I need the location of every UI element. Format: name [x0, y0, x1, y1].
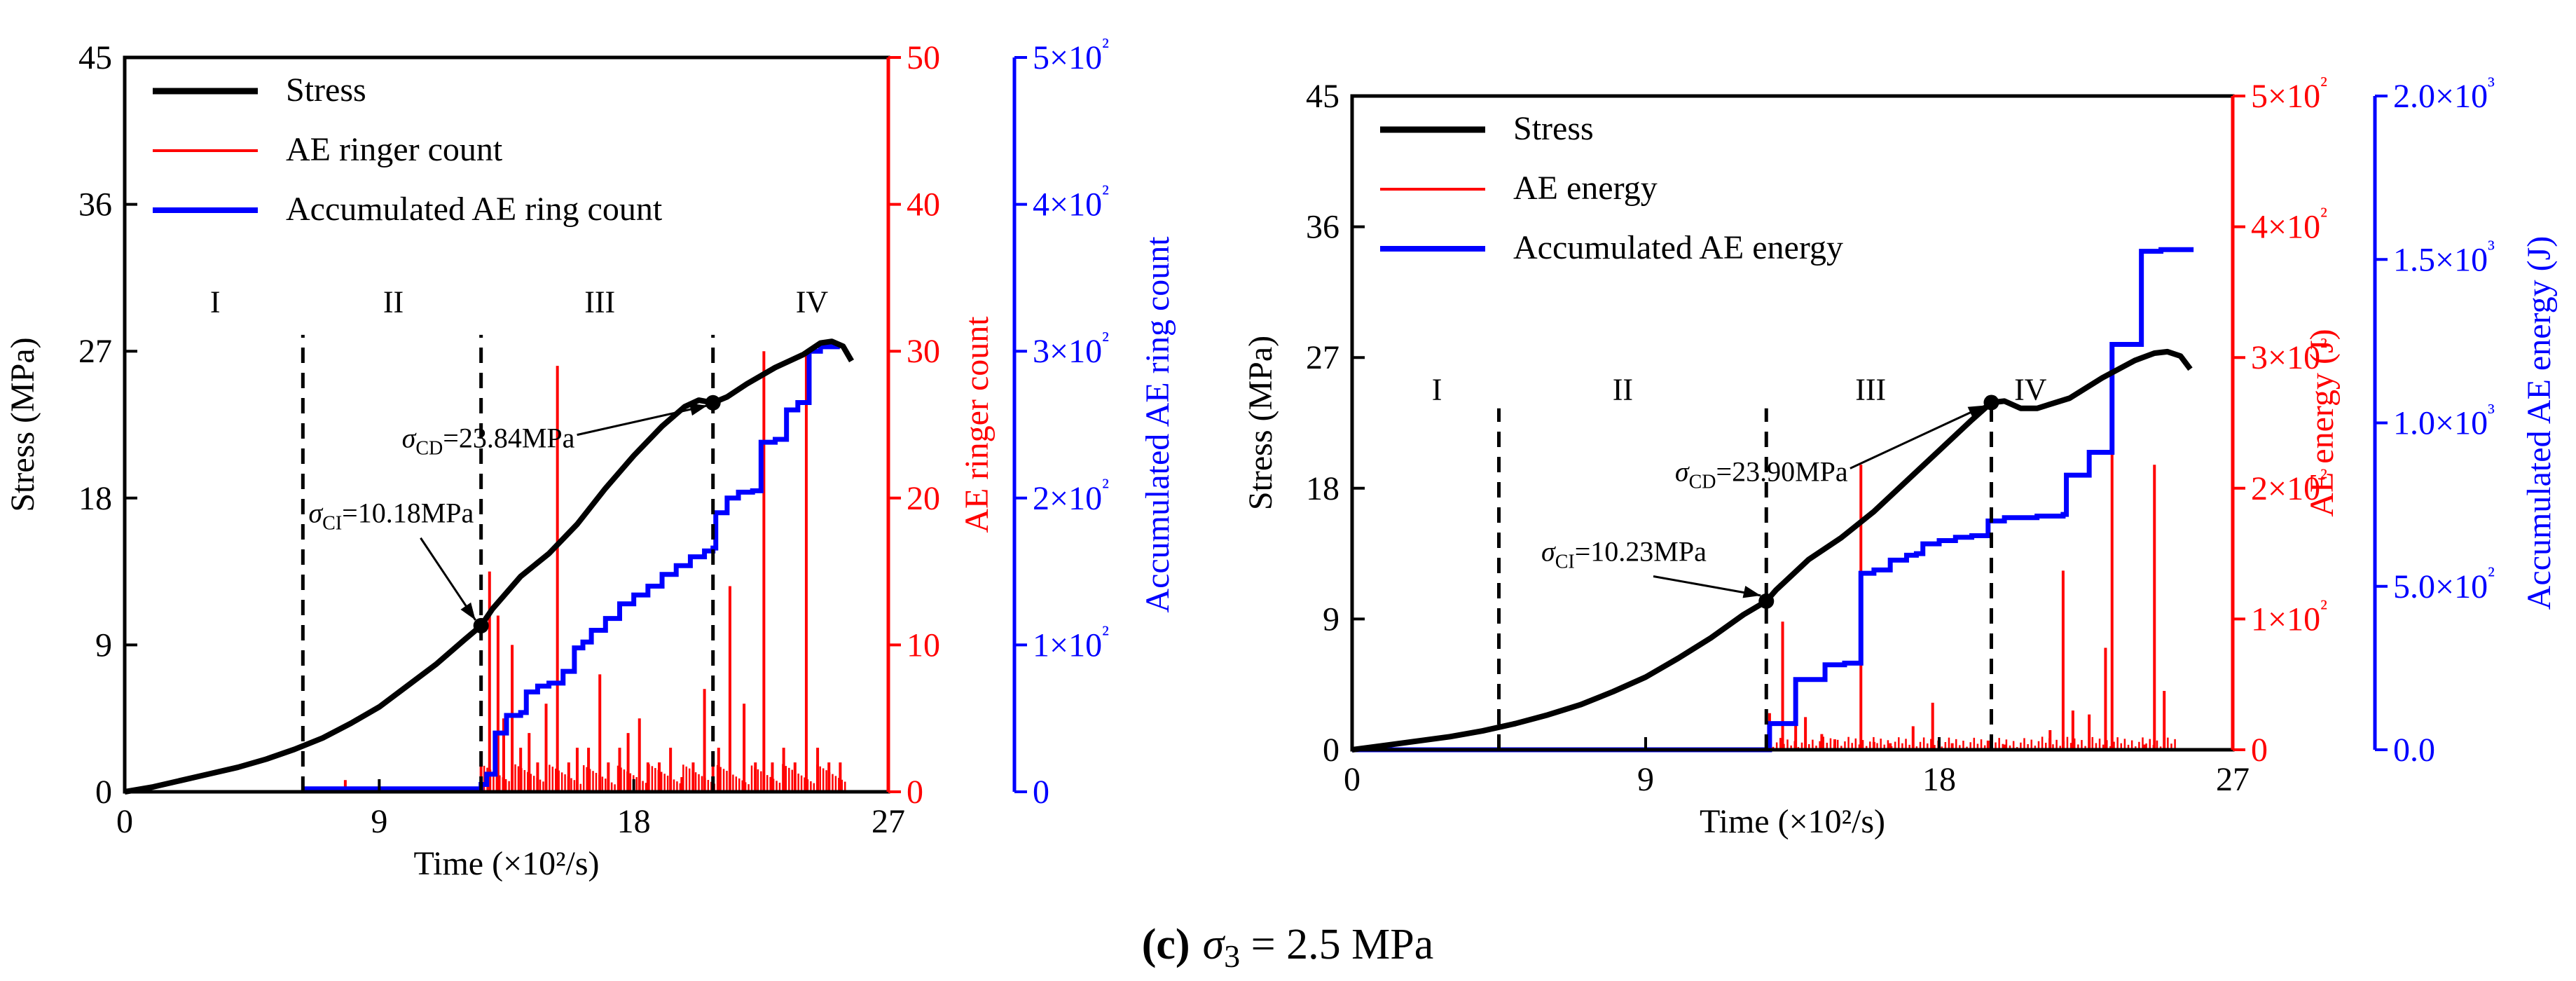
- x-tick-label: 0: [1344, 761, 1361, 798]
- stage-label: IV: [2014, 372, 2047, 406]
- acc-tick-label: 0.0: [2393, 732, 2435, 769]
- x-tick-label: 27: [872, 803, 905, 840]
- y-tick-label: 18: [78, 480, 112, 517]
- ae-tick-label: 2×10²: [2251, 465, 2327, 507]
- annotation-label: σCD=23.84MPa: [402, 423, 575, 460]
- y-axis-title: Stress (MPa): [1242, 336, 1279, 510]
- acc-tick-label: 1.0×10³: [2393, 399, 2495, 442]
- acc-tick-label: 2.0×10³: [2393, 72, 2495, 115]
- ae-tick-label: 5×10²: [2251, 72, 2327, 115]
- y-tick-label: 27: [1306, 339, 1339, 376]
- plot-frame: [1350, 94, 2235, 752]
- x-tick-label: 0: [116, 803, 133, 840]
- y-tick-label: 45: [1306, 78, 1339, 115]
- acc-tick-label: 5×10²: [1033, 34, 1109, 76]
- caption-sigma: σ: [1203, 921, 1226, 968]
- y-tick-label: 45: [78, 39, 112, 76]
- x-tick-label: 18: [1922, 761, 1956, 798]
- x-tick-label: 9: [371, 803, 387, 840]
- stage-label: IV: [796, 284, 829, 319]
- stage-label: II: [383, 284, 404, 319]
- stage-label: II: [1613, 372, 1633, 406]
- ae-axis-title: AE ringer count: [958, 316, 996, 533]
- x-axis-title: Time (×10²/s): [1700, 803, 1885, 840]
- annotation-point: [705, 395, 721, 411]
- annotation-point: [1983, 395, 1999, 411]
- legend-label: AE ringer count: [286, 131, 503, 168]
- acc-tick-label: 1.5×10³: [2393, 236, 2495, 279]
- annotation-label: σCI=10.18MPa: [308, 498, 474, 535]
- ae-tick-label: 30: [907, 333, 940, 370]
- stress-line: [1351, 348, 2193, 753]
- acc-tick-label: 5.0×10²: [2393, 563, 2495, 605]
- ae-tick-label: 50: [907, 39, 940, 76]
- acc-tick-label: 3×10²: [1033, 328, 1109, 371]
- annotation-arrowhead: [460, 602, 476, 620]
- ae-tick-label: 0: [2251, 732, 2268, 769]
- stress-line: [124, 338, 854, 795]
- y-tick-label: 0: [1323, 732, 1339, 769]
- stage-label: I: [1432, 372, 1442, 406]
- ae-tick-label: 4×10²: [2251, 203, 2327, 246]
- x-tick-label: 9: [1637, 761, 1654, 798]
- caption-letter: (c): [1142, 921, 1190, 968]
- acc-tick-label: 1×10²: [1033, 622, 1109, 664]
- stage-label: I: [210, 284, 221, 319]
- ae-tick-label: 0: [907, 774, 923, 811]
- legend-label: Accumulated AE ring count: [286, 191, 663, 228]
- legend-label: Stress: [286, 71, 366, 109]
- acc-tick-label: 4×10²: [1033, 181, 1109, 224]
- y-tick-label: 0: [95, 774, 112, 811]
- ae-axis-title: AE energy (J): [2303, 329, 2341, 516]
- acc-tick-label: 0: [1033, 774, 1049, 811]
- acc-tick-label: 2×10²: [1033, 474, 1109, 517]
- annotation-arrow: [1850, 404, 1987, 469]
- x-tick-label: 18: [617, 803, 651, 840]
- annotation-arrowhead: [1742, 585, 1761, 598]
- ae-tick-label: 40: [907, 186, 940, 224]
- accumulated-line: [1352, 247, 2194, 753]
- figure-caption: (c) σ3 = 2.5 MPa: [1142, 921, 1433, 974]
- caption-sub: 3: [1224, 938, 1240, 974]
- ae-tick-label: 3×10²: [2251, 334, 2327, 377]
- y-tick-label: 36: [78, 186, 112, 224]
- legend-label: Accumulated AE energy: [1513, 229, 1843, 266]
- annotation-arrow: [577, 404, 708, 437]
- ae-tick-label: 10: [907, 626, 940, 664]
- y-tick-label: 27: [78, 333, 112, 370]
- annotation-label: σCD=23.90MPa: [1675, 455, 1848, 493]
- annotation-point: [473, 617, 489, 633]
- y-tick-label: 36: [1306, 209, 1339, 246]
- annotation-arrowhead: [1967, 405, 1986, 418]
- acc-axis-title: Accumulated AE energy (J): [2521, 236, 2558, 610]
- legend-label: Stress: [1513, 110, 1594, 147]
- annotation-arrow: [1653, 575, 1761, 597]
- annotation-arrowhead: [689, 403, 708, 416]
- y-tick-label: 9: [1323, 601, 1339, 638]
- y-tick-label: 9: [95, 626, 112, 664]
- stage-label: III: [584, 284, 615, 319]
- ae-tick-label: 20: [907, 480, 940, 517]
- x-tick-label: 27: [2216, 761, 2250, 798]
- accumulated-line: [303, 343, 840, 792]
- ae-tick-label: 1×10²: [2251, 596, 2327, 638]
- legend-label: AE energy: [1513, 170, 1658, 207]
- annotation-label: σCI=10.23MPa: [1541, 535, 1707, 572]
- acc-axis-title: Accumulated AE ring count: [1139, 236, 1176, 613]
- y-axis-title: Stress (MPa): [4, 337, 41, 512]
- caption-rest: = 2.5 MPa: [1240, 921, 1433, 968]
- stage-label: III: [1855, 372, 1886, 406]
- x-axis-title: Time (×10²/s): [413, 845, 599, 882]
- y-tick-label: 18: [1306, 470, 1339, 507]
- annotation-point: [1758, 593, 1775, 609]
